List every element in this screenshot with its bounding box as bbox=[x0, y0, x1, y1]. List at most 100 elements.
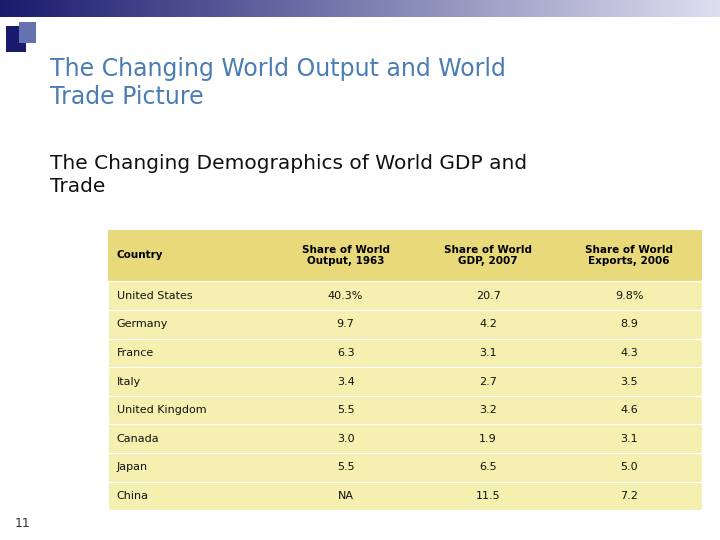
Bar bbox=[666, 0, 670, 17]
Bar bbox=[360, 0, 364, 17]
Bar bbox=[504, 0, 508, 17]
Bar bbox=[612, 0, 616, 17]
Text: 3.1: 3.1 bbox=[621, 434, 638, 444]
Text: 5.5: 5.5 bbox=[337, 405, 354, 415]
Bar bbox=[580, 0, 583, 17]
Bar bbox=[410, 0, 414, 17]
Bar bbox=[230, 0, 234, 17]
Bar bbox=[274, 0, 277, 17]
Bar bbox=[680, 0, 684, 17]
Bar bbox=[19, 22, 36, 43]
Bar bbox=[130, 0, 133, 17]
Bar bbox=[349, 0, 353, 17]
Bar bbox=[25, 0, 29, 17]
Bar bbox=[605, 0, 608, 17]
Bar bbox=[36, 0, 40, 17]
Bar bbox=[572, 0, 576, 17]
Bar bbox=[616, 0, 619, 17]
Text: 1.9: 1.9 bbox=[480, 434, 497, 444]
Bar bbox=[133, 0, 137, 17]
Bar bbox=[562, 0, 565, 17]
Bar bbox=[364, 0, 367, 17]
Bar bbox=[486, 0, 490, 17]
Bar bbox=[583, 0, 587, 17]
Bar bbox=[90, 0, 94, 17]
Bar bbox=[6, 26, 26, 52]
Bar bbox=[292, 0, 295, 17]
Bar bbox=[565, 0, 569, 17]
Text: 4.2: 4.2 bbox=[480, 319, 497, 329]
Bar bbox=[558, 0, 562, 17]
Bar bbox=[306, 0, 310, 17]
Bar bbox=[468, 0, 472, 17]
Bar bbox=[40, 0, 43, 17]
Bar bbox=[547, 0, 551, 17]
Text: 3.0: 3.0 bbox=[337, 434, 354, 444]
Bar bbox=[587, 0, 590, 17]
Bar bbox=[644, 0, 648, 17]
Bar bbox=[313, 0, 317, 17]
Bar bbox=[515, 0, 518, 17]
Text: Canada: Canada bbox=[117, 434, 159, 444]
Bar bbox=[241, 0, 245, 17]
Bar bbox=[227, 0, 230, 17]
Bar bbox=[342, 0, 346, 17]
Bar bbox=[713, 0, 716, 17]
Bar bbox=[86, 0, 90, 17]
Bar bbox=[68, 0, 72, 17]
Bar bbox=[266, 0, 270, 17]
Bar bbox=[216, 0, 220, 17]
Bar bbox=[716, 0, 720, 17]
Text: 40.3%: 40.3% bbox=[328, 291, 364, 301]
Bar bbox=[54, 0, 58, 17]
Bar bbox=[454, 0, 457, 17]
Bar bbox=[443, 0, 446, 17]
Bar bbox=[709, 0, 713, 17]
Bar bbox=[706, 0, 709, 17]
Bar bbox=[673, 0, 677, 17]
Bar bbox=[126, 0, 130, 17]
Bar bbox=[11, 0, 14, 17]
Bar bbox=[194, 0, 198, 17]
Bar bbox=[421, 0, 425, 17]
Text: 5.5: 5.5 bbox=[337, 462, 354, 472]
Bar bbox=[18, 0, 22, 17]
Bar bbox=[544, 0, 547, 17]
Bar bbox=[576, 0, 580, 17]
Bar bbox=[108, 310, 702, 339]
Text: 4.6: 4.6 bbox=[621, 405, 638, 415]
Bar bbox=[436, 0, 439, 17]
Bar bbox=[158, 0, 162, 17]
Bar bbox=[94, 0, 97, 17]
Bar bbox=[137, 0, 140, 17]
Text: 20.7: 20.7 bbox=[476, 291, 500, 301]
Bar bbox=[414, 0, 418, 17]
Bar bbox=[367, 0, 371, 17]
Bar bbox=[346, 0, 349, 17]
Bar bbox=[630, 0, 634, 17]
Bar bbox=[695, 0, 698, 17]
Bar bbox=[385, 0, 389, 17]
Text: China: China bbox=[117, 491, 148, 501]
Bar bbox=[554, 0, 558, 17]
Bar bbox=[108, 0, 112, 17]
Bar bbox=[277, 0, 281, 17]
Bar bbox=[112, 0, 115, 17]
Bar bbox=[371, 0, 374, 17]
Bar bbox=[209, 0, 212, 17]
Bar bbox=[356, 0, 360, 17]
Bar bbox=[22, 0, 25, 17]
Bar bbox=[374, 0, 378, 17]
Text: The Changing World Output and World
Trade Picture: The Changing World Output and World Trad… bbox=[50, 57, 506, 110]
Text: 9.8%: 9.8% bbox=[615, 291, 644, 301]
Bar bbox=[508, 0, 511, 17]
Text: United Kingdom: United Kingdom bbox=[117, 405, 206, 415]
Bar bbox=[310, 0, 313, 17]
Text: 9.7: 9.7 bbox=[337, 319, 354, 329]
Bar bbox=[637, 0, 641, 17]
Text: 3.4: 3.4 bbox=[337, 376, 354, 387]
Bar bbox=[108, 424, 702, 453]
Text: The Changing Demographics of World GDP and
Trade: The Changing Demographics of World GDP a… bbox=[50, 154, 528, 195]
Bar bbox=[511, 0, 515, 17]
Bar bbox=[652, 0, 655, 17]
